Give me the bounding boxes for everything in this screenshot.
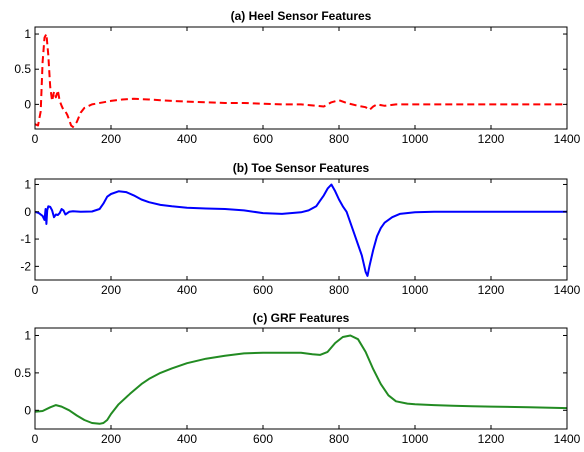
y-tick-label: 0.5 [14,62,31,76]
x-tick-label: 1200 [478,432,505,446]
panel-toe: (b) Toe Sensor Features 0 200 400 600 800 1000… [20,161,580,297]
x-tick-label: 1400 [554,132,581,146]
x-tick-label: 600 [253,132,273,146]
axes-box-toe [34,178,568,281]
y-tick-label: 0 [24,403,31,417]
x-tick-label: 200 [101,432,121,446]
x-tick-label: 1200 [478,132,505,146]
series-line-grf [34,334,568,425]
x-tick-label: 200 [101,132,121,146]
panel-title-heel: (a) Heel Sensor Features [231,9,372,23]
x-tick-label: 600 [253,432,273,446]
y-tick-label: -1 [20,232,31,246]
x-tick-label: 400 [177,432,197,446]
x-tick-label: 400 [177,283,197,297]
y-tick-label: 0 [24,97,31,111]
x-tick-label: 600 [253,283,273,297]
series-line-toe [34,183,567,277]
x-tick-label: 1400 [554,432,581,446]
x-tick-label: 800 [329,132,349,146]
panel-title-grf: (c) GRF Features [253,311,350,325]
x-tick-label: 1400 [554,283,581,297]
x-tick-label: 800 [329,283,349,297]
x-tick-label: 1000 [402,283,429,297]
panel-grf: (c) GRF Features 0 200 400 600 800 1000 1200 140… [14,311,580,446]
series-line-heel [34,33,567,128]
x-tick-label: 0 [32,132,39,146]
x-tick-label: 0 [32,283,39,297]
x-tick-label: 1200 [478,283,505,297]
x-tick-label: 400 [177,132,197,146]
x-tick-label: 800 [329,432,349,446]
y-tick-label: 1 [24,27,31,41]
y-tick-label: -2 [20,259,31,273]
y-tick-label: 0 [24,205,31,219]
panel-title-toe: (b) Toe Sensor Features [233,161,370,175]
x-tick-label: 1000 [402,132,429,146]
y-tick-label: 0.5 [14,366,31,380]
x-tick-label: 200 [101,283,121,297]
x-tick-label: 1000 [402,432,429,446]
y-tick-label: 1 [24,177,31,191]
axes-box-heel [34,26,568,130]
y-tick-label: 1 [24,328,31,342]
axes-box-grf [34,327,568,430]
x-tick-label: 0 [32,432,39,446]
